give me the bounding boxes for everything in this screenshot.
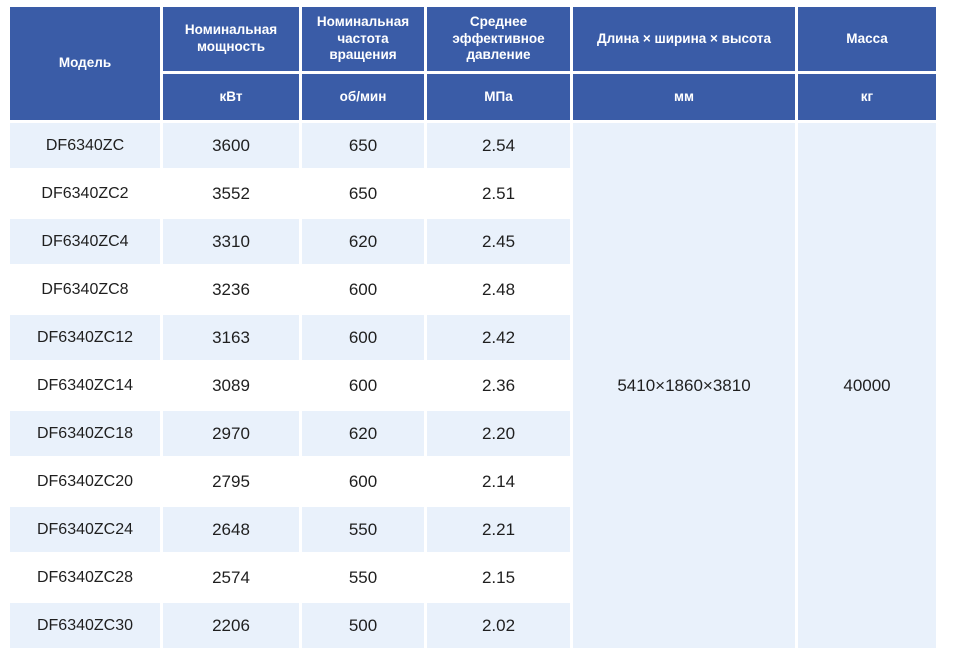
model-cell: DF6340ZC28: [10, 555, 160, 600]
column-header-speed: Номинальная частота вращения: [302, 7, 424, 71]
engine-specs-table-wrap: Модель Номинальная мощность Номинальная …: [7, 4, 939, 651]
speed-cell: 600: [302, 363, 424, 408]
dimensions-merged-cell: 5410×1860×3810: [573, 123, 795, 648]
model-cell: DF6340ZC20: [10, 459, 160, 504]
power-cell: 3552: [163, 171, 299, 216]
table-row: DF6340ZC2 3552 650 2.51: [10, 171, 936, 216]
column-header-pressure: Среднее эффективное давление: [427, 7, 570, 71]
model-cell: DF6340ZC30: [10, 603, 160, 648]
table-row: DF6340ZC28 2574 550 2.15: [10, 555, 936, 600]
pressure-cell: 2.45: [427, 219, 570, 264]
speed-cell: 650: [302, 171, 424, 216]
column-header-mass: Масса: [798, 7, 936, 71]
pressure-cell: 2.42: [427, 315, 570, 360]
model-cell: DF6340ZC8: [10, 267, 160, 312]
mass-merged-cell: 40000: [798, 123, 936, 648]
speed-cell: 600: [302, 459, 424, 504]
table-row: DF6340ZC18 2970 620 2.20: [10, 411, 936, 456]
power-cell: 3089: [163, 363, 299, 408]
table-row: DF6340ZC4 3310 620 2.45: [10, 219, 936, 264]
table-row: DF6340ZC30 2206 500 2.02: [10, 603, 936, 648]
power-cell: 3236: [163, 267, 299, 312]
table-header: Модель Номинальная мощность Номинальная …: [10, 7, 936, 120]
header-row-main: Модель Номинальная мощность Номинальная …: [10, 7, 936, 120]
speed-cell: 500: [302, 603, 424, 648]
power-cell: 3600: [163, 123, 299, 168]
power-cell: 3310: [163, 219, 299, 264]
pressure-cell: 2.48: [427, 267, 570, 312]
pressure-cell: 2.21: [427, 507, 570, 552]
pressure-cell: 2.20: [427, 411, 570, 456]
speed-cell: 550: [302, 555, 424, 600]
speed-cell: 550: [302, 507, 424, 552]
table-row: DF6340ZC20 2795 600 2.14: [10, 459, 936, 504]
speed-cell: 620: [302, 219, 424, 264]
power-cell: 2795: [163, 459, 299, 504]
speed-cell: 620: [302, 411, 424, 456]
column-header-dimensions: Длина × ширина × высота: [573, 7, 795, 71]
table-row: DF6340ZC12 3163 600 2.42: [10, 315, 936, 360]
table-body: DF6340ZC 3600 650 2.54 5410×1860×3810 40000 DF…: [10, 123, 936, 648]
column-header-power: Номинальная мощность: [163, 7, 299, 71]
pressure-cell: 2.14: [427, 459, 570, 504]
model-cell: DF6340ZC4: [10, 219, 160, 264]
header-row-units: кВт об/мин МПа мм кг: [10, 74, 936, 120]
pressure-cell: 2.15: [427, 555, 570, 600]
power-cell: 3163: [163, 315, 299, 360]
power-cell: 2206: [163, 603, 299, 648]
power-cell: 2970: [163, 411, 299, 456]
unit-header-power: кВт: [163, 74, 299, 120]
pressure-cell: 2.54: [427, 123, 570, 168]
model-cell: DF6340ZC18: [10, 411, 160, 456]
unit-header-pressure: МПа: [427, 74, 570, 120]
table-row: DF6340ZC24 2648 550 2.21: [10, 507, 936, 552]
table-row: DF6340ZC 3600 650 2.54 5410×1860×3810 40000: [10, 123, 936, 648]
power-cell: 2648: [163, 507, 299, 552]
power-cell: 2574: [163, 555, 299, 600]
table-row: DF6340ZC14 3089 600 2.36: [10, 363, 936, 408]
unit-header-speed: об/мин: [302, 74, 424, 120]
speed-cell: 600: [302, 315, 424, 360]
model-cell: DF6340ZC: [10, 123, 160, 168]
model-cell: DF6340ZC14: [10, 363, 160, 408]
engine-specs-table: Модель Номинальная мощность Номинальная …: [7, 4, 939, 651]
model-cell: DF6340ZC24: [10, 507, 160, 552]
column-header-model: Модель: [10, 7, 160, 120]
pressure-cell: 2.36: [427, 363, 570, 408]
unit-header-mass: кг: [798, 74, 936, 120]
table-row: DF6340ZC8 3236 600 2.48: [10, 267, 936, 312]
model-cell: DF6340ZC2: [10, 171, 160, 216]
speed-cell: 600: [302, 267, 424, 312]
speed-cell: 650: [302, 123, 424, 168]
pressure-cell: 2.02: [427, 603, 570, 648]
pressure-cell: 2.51: [427, 171, 570, 216]
model-cell: DF6340ZC12: [10, 315, 160, 360]
unit-header-dimensions: мм: [573, 74, 795, 120]
